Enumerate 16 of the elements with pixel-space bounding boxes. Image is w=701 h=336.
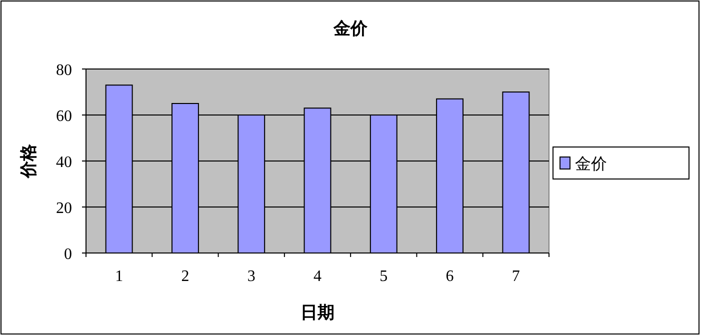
- y-tick-label: 20: [56, 200, 72, 217]
- y-tick-label: 40: [56, 154, 72, 171]
- x-tick-label: 3: [247, 268, 256, 285]
- legend-label: 金价: [575, 156, 607, 173]
- x-axis-title: 日期: [300, 303, 334, 322]
- x-tick-label: 4: [314, 268, 322, 285]
- x-tick-label: 6: [446, 268, 454, 285]
- x-tick-label: 1: [115, 268, 124, 285]
- y-axis-title: 价格: [19, 143, 38, 179]
- y-tick-label: 60: [56, 108, 72, 125]
- x-tick-label: 5: [380, 268, 388, 285]
- chart-title: 金价: [332, 19, 368, 38]
- y-tick-label: 80: [56, 62, 72, 79]
- x-tick-label: 7: [512, 268, 520, 285]
- y-tick-label: 0: [64, 246, 72, 263]
- x-tick-label: 2: [181, 268, 190, 285]
